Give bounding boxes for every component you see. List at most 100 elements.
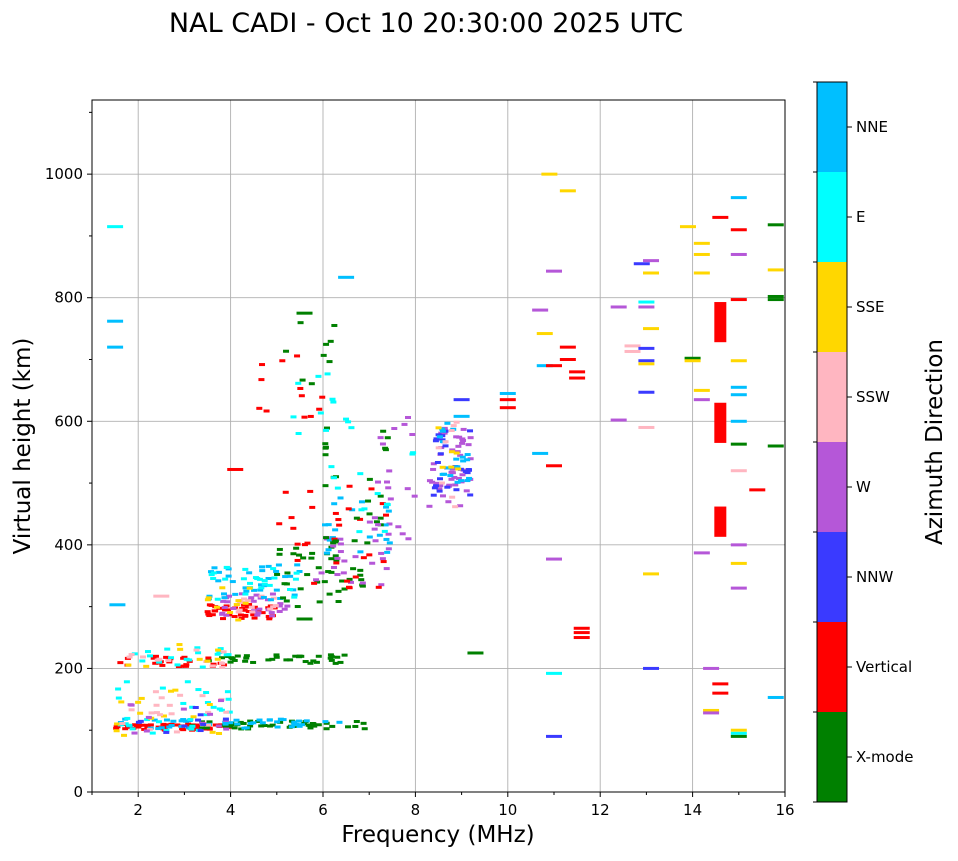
echo-point: [216, 731, 223, 735]
echo-point: [210, 577, 217, 581]
echo-point: [323, 551, 330, 555]
echo-point: [184, 680, 191, 684]
echo-point: [281, 607, 288, 611]
echo-point: [453, 457, 460, 461]
echo-point: [247, 722, 254, 726]
echo-point: [449, 495, 456, 499]
echo-point: [144, 650, 151, 654]
echo-point: [323, 536, 330, 540]
echo-point: [532, 308, 549, 312]
echo-point: [730, 298, 747, 302]
echo-point: [276, 547, 283, 551]
echo-point: [277, 720, 284, 724]
echo-point: [399, 532, 406, 536]
echo-point: [359, 581, 366, 585]
x-tick-label: 8: [411, 801, 421, 819]
echo-point: [261, 579, 268, 583]
echo-point: [371, 527, 378, 531]
echo-point: [377, 436, 384, 440]
echo-point: [373, 520, 380, 524]
echo-point: [205, 656, 212, 660]
echo-point: [300, 556, 307, 560]
echo-point: [345, 507, 352, 511]
echo-point: [244, 605, 251, 609]
echo-point: [255, 611, 262, 615]
echo-point: [361, 727, 368, 731]
echo-point: [319, 395, 326, 399]
echo-point: [294, 542, 301, 546]
echo-point: [322, 523, 329, 527]
echo-point: [439, 472, 446, 476]
echo-point: [330, 400, 337, 404]
echo-point: [297, 386, 304, 390]
echo-point: [624, 344, 641, 348]
echo-point: [243, 656, 250, 660]
echo-point: [328, 658, 335, 662]
echo-point: [730, 543, 747, 547]
echo-point: [143, 664, 150, 668]
echo-point: [310, 659, 317, 663]
echo-point: [328, 654, 335, 658]
echo-point: [226, 710, 233, 714]
echo-point: [214, 652, 221, 656]
echo-point: [330, 541, 337, 545]
echo-point: [128, 703, 135, 707]
echo-point: [160, 714, 167, 718]
echo-point: [467, 429, 474, 433]
echo-point: [113, 729, 120, 733]
echo-point: [203, 691, 210, 695]
echo-point: [449, 471, 456, 475]
echo-point: [331, 537, 338, 541]
echo-point: [340, 571, 347, 575]
echo-point: [405, 415, 412, 419]
echo-point: [444, 485, 451, 489]
echo-point: [546, 364, 562, 368]
echo-point: [304, 573, 311, 577]
echo-point: [283, 349, 290, 353]
echo-point: [337, 537, 344, 541]
echo-point: [188, 727, 195, 731]
echo-point: [352, 724, 359, 728]
echo-point: [245, 609, 252, 613]
colorbar-segment: [817, 82, 847, 172]
echo-point: [703, 666, 720, 670]
echo-point: [180, 701, 187, 705]
echo-point: [163, 718, 170, 722]
echo-point: [767, 298, 784, 302]
echo-point: [168, 712, 175, 716]
echo-point: [290, 415, 297, 419]
echo-point: [327, 339, 334, 343]
echo-point: [222, 720, 229, 724]
echo-point: [290, 552, 297, 556]
echo-point: [358, 508, 365, 512]
echo-point: [183, 657, 190, 661]
echo-point: [194, 646, 201, 650]
echo-point: [352, 575, 359, 579]
echo-point: [320, 353, 327, 357]
echo-point: [693, 551, 710, 555]
echo-point: [409, 432, 416, 436]
echo-point: [125, 723, 132, 727]
echo-point: [314, 580, 321, 584]
echo-point: [346, 586, 353, 590]
x-tick-label: 10: [498, 801, 517, 819]
echo-point: [296, 655, 303, 659]
echo-point: [445, 500, 452, 504]
echo-point: [322, 445, 329, 449]
echo-point: [248, 605, 255, 609]
echo-point: [290, 526, 297, 530]
echo-point: [334, 556, 341, 560]
echo-point: [453, 420, 460, 424]
echo-point: [379, 557, 386, 561]
echo-point: [317, 411, 324, 415]
echo-point: [209, 730, 216, 734]
echo-point: [229, 580, 236, 584]
echo-point: [270, 596, 277, 600]
echo-point: [449, 448, 456, 452]
echo-point: [190, 715, 197, 719]
echo-point: [638, 346, 655, 350]
echo-point: [333, 558, 340, 562]
echo-marks: [107, 172, 784, 738]
echo-point: [315, 566, 322, 570]
echo-point: [295, 432, 302, 436]
